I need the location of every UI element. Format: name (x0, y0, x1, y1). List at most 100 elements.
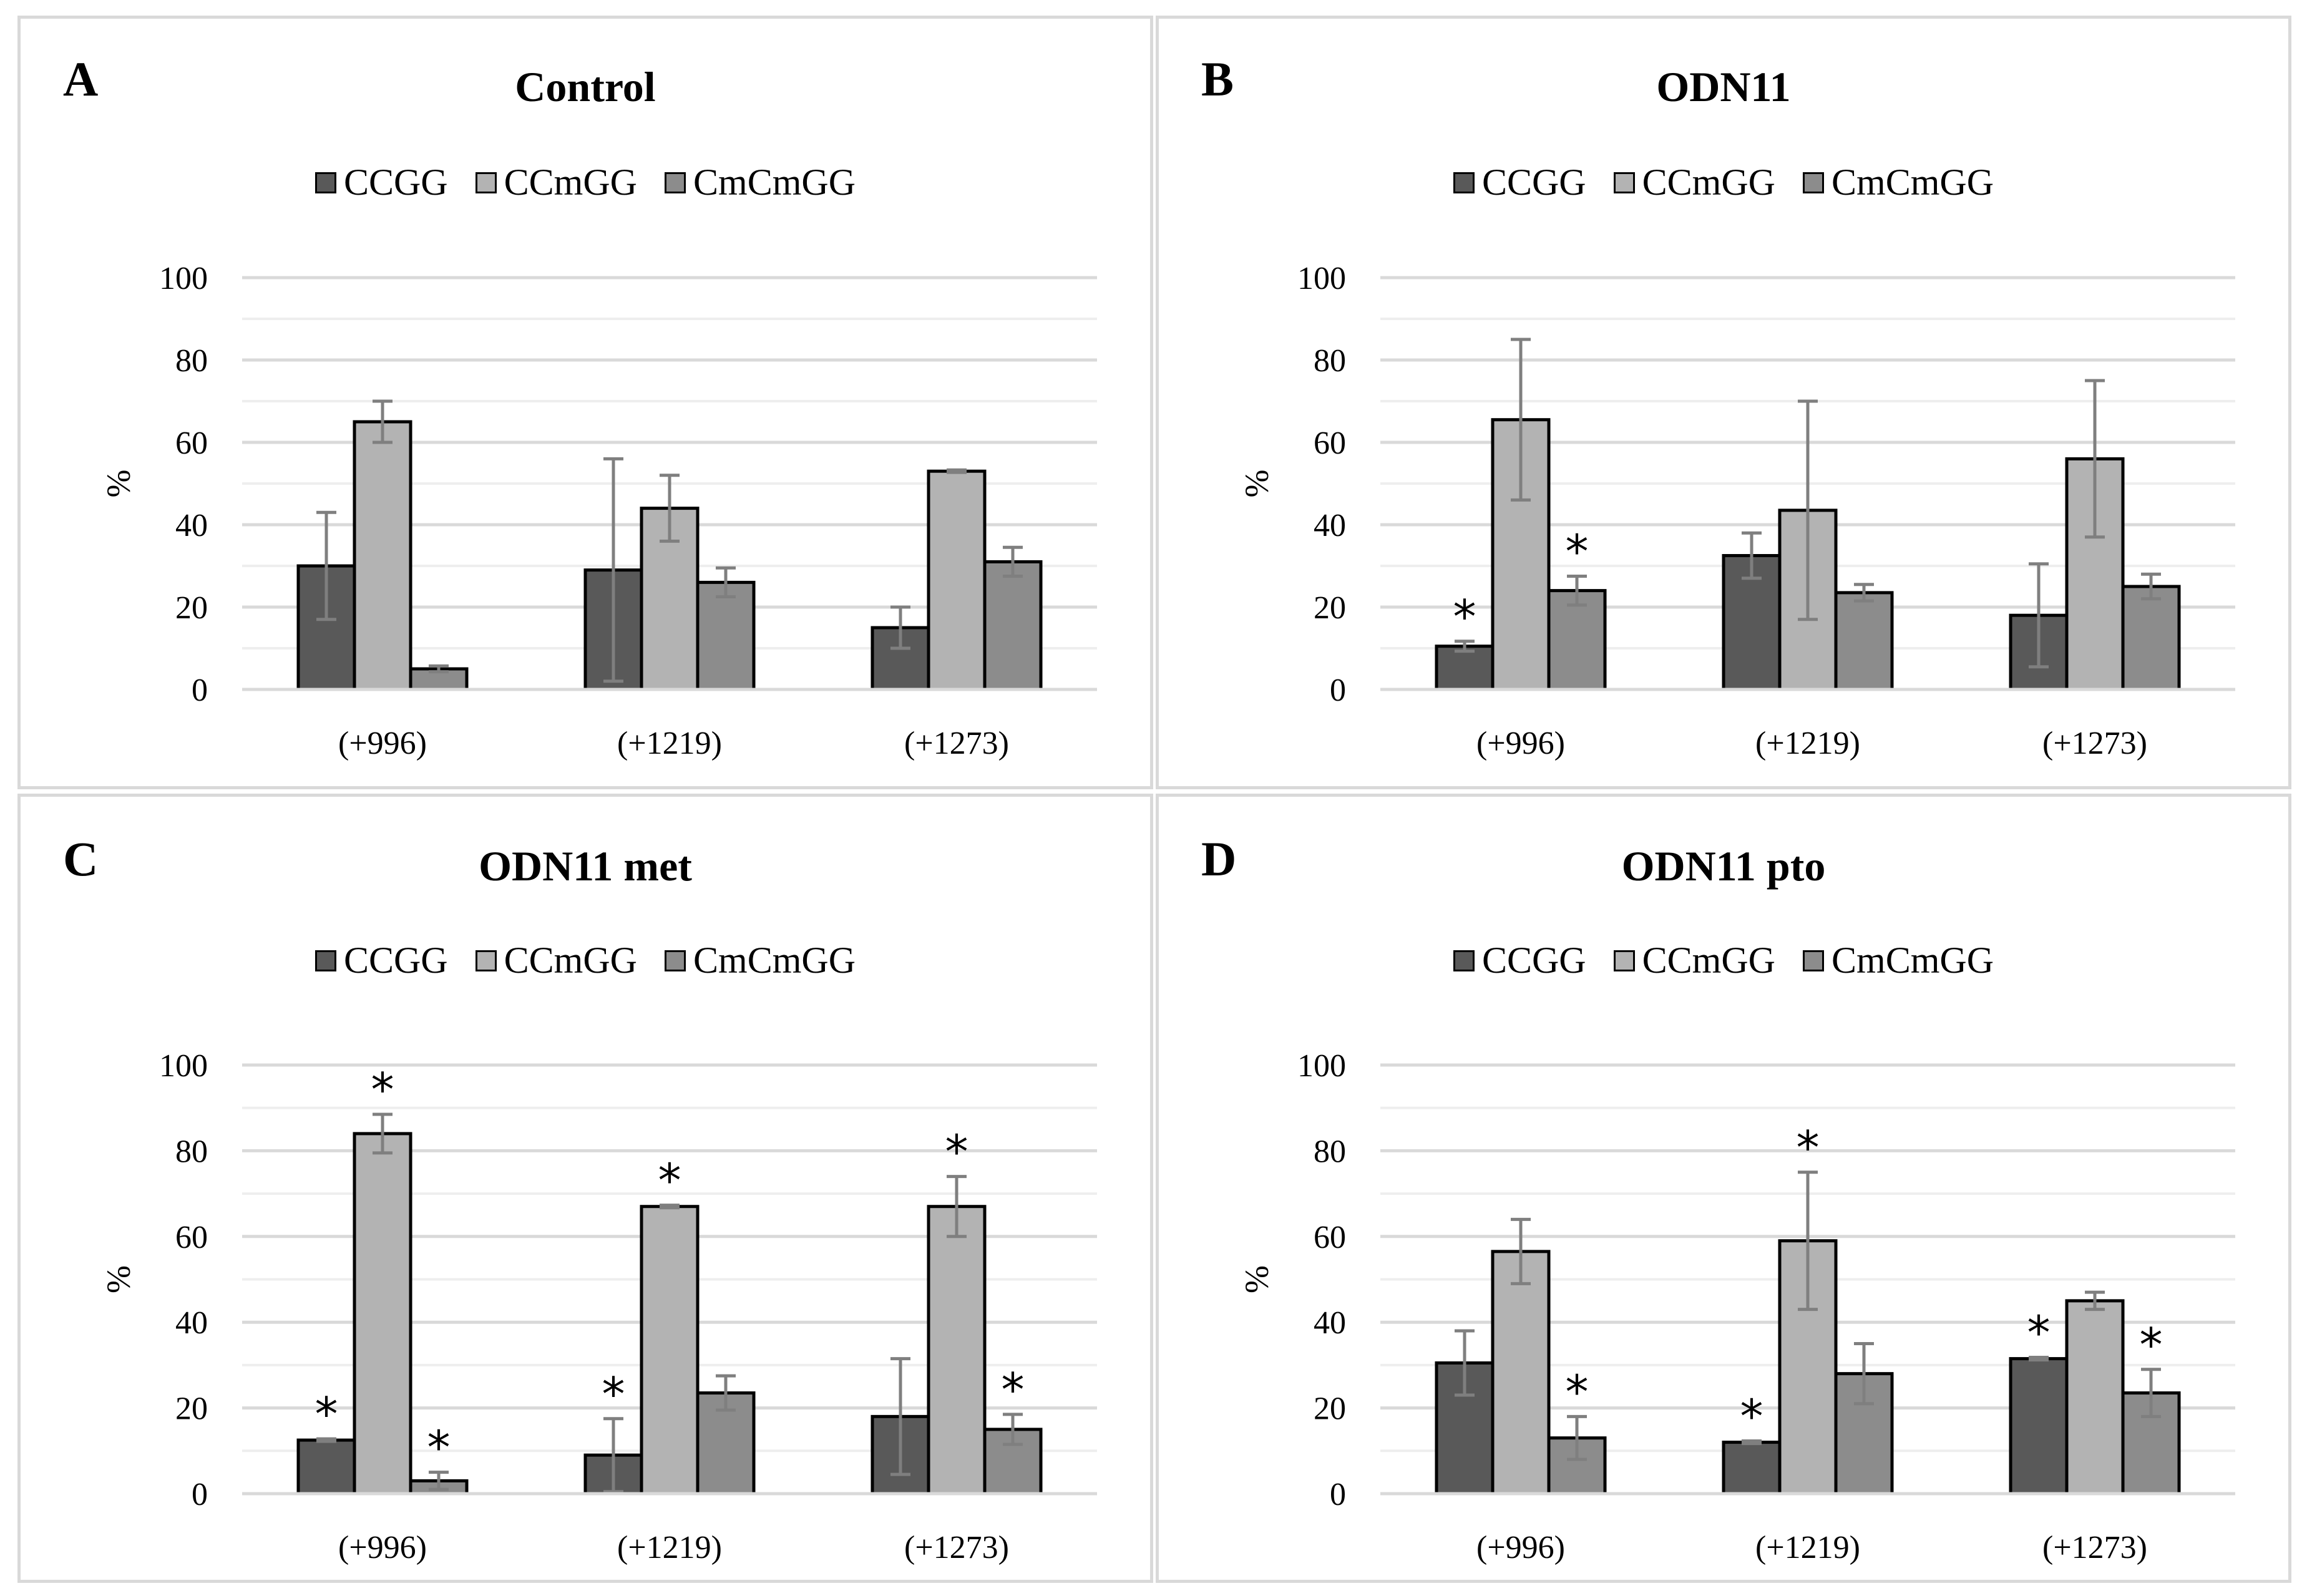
legend-label: CCmGG (1642, 940, 1776, 981)
panel-d: D ODN11 pto CCGG CCmGG CmCmGG 0 20 40 60 80 1… (1156, 794, 2291, 1583)
y-tick-label: 100 (1297, 261, 1346, 296)
significance-star: * (1002, 1363, 1025, 1417)
legend-swatch (315, 950, 336, 971)
y-tick-label: 0 (192, 1477, 208, 1512)
legend-label: CCmGG (504, 162, 638, 203)
bar (2009, 1357, 2069, 1496)
legend-swatch (1803, 172, 1825, 193)
bar (983, 560, 1043, 691)
x-tick-label: (+1273) (904, 726, 1009, 761)
x-tick-label: (+1273) (2042, 726, 2147, 761)
chart-title: ODN11 met (479, 842, 692, 890)
significance-star: * (1797, 1121, 1820, 1175)
significance-star: * (2140, 1318, 2163, 1372)
legend-label: CmCmGG (693, 162, 856, 203)
bar-chart-plot: 0 20 40 60 80 100% (+996) (+1219) (+1273) * * (1238, 261, 2235, 761)
significance-star: * (658, 1154, 681, 1208)
bar (1722, 1441, 1782, 1496)
legend: CCGG CCmGG CmCmGG (1159, 161, 2288, 204)
bar (353, 1132, 412, 1496)
legend-swatch (665, 950, 686, 971)
y-axis-label: % (100, 1265, 137, 1293)
legend-label: CmCmGG (693, 940, 856, 981)
bar-chart-plot: 0 20 40 60 80 100% (+996) (+1219) (+1273) (100, 261, 1097, 761)
significance-star: * (315, 1388, 338, 1441)
y-axis-label: % (100, 470, 137, 498)
panel-c: C ODN11 met CCGG CCmGG CmCmGG 0 20 40 60 80 1… (17, 794, 1153, 1583)
legend-swatch (1453, 950, 1475, 971)
legend-label: CCmGG (1642, 162, 1776, 203)
y-tick-label: 60 (1314, 426, 1346, 461)
bar-chart-plot: 0 20 40 60 80 100% (+996) (+1219) (+1273) * * * * * * * (100, 1048, 1097, 1565)
legend-item-cmcmgg: CmCmGG (1803, 161, 1994, 204)
significance-star: * (427, 1421, 451, 1475)
y-tick-label: 40 (175, 1305, 208, 1341)
y-tick-label: 40 (175, 508, 208, 543)
significance-star: * (602, 1368, 625, 1421)
x-tick-label: (+1219) (1755, 726, 1860, 761)
legend-swatch (475, 950, 497, 971)
y-tick-label: 40 (1314, 508, 1346, 543)
x-tick-label: (+1219) (1755, 1530, 1860, 1565)
y-tick-label: 100 (159, 1048, 208, 1084)
significance-star: * (1566, 1365, 1589, 1419)
panel-label: C (63, 832, 99, 886)
y-axis-label: % (1238, 470, 1275, 498)
legend-swatch (315, 172, 336, 193)
chart-title: ODN11 pto (1621, 842, 1826, 890)
legend-swatch (1613, 172, 1635, 193)
bar (640, 1205, 700, 1496)
y-tick-label: 40 (1314, 1305, 1346, 1341)
legend-swatch (1803, 950, 1825, 971)
x-tick-label: (+1219) (617, 726, 722, 761)
legend-item-ccmgg: CCmGG (1613, 161, 1776, 204)
panel-label: B (1201, 52, 1234, 106)
legend-swatch (1453, 172, 1475, 193)
legend-swatch (1613, 950, 1635, 971)
x-tick-label: (+996) (1476, 1530, 1565, 1565)
chart-title: ODN11 (1656, 63, 1791, 110)
legend-label: CCGG (343, 940, 448, 981)
y-tick-label: 0 (1330, 673, 1346, 708)
bar (296, 1438, 356, 1496)
significance-star: * (945, 1126, 968, 1179)
bar (927, 469, 987, 691)
chart-title: Control (515, 63, 656, 110)
bar (1491, 1250, 1551, 1496)
y-tick-label: 100 (159, 261, 208, 296)
legend-label: CCGG (343, 162, 448, 203)
y-tick-label: 80 (1314, 1134, 1346, 1169)
bar (927, 1205, 987, 1496)
legend-item-ccgg: CCGG (315, 161, 448, 204)
significance-star: * (2027, 1306, 2051, 1360)
bar (1834, 591, 1894, 691)
x-tick-label: (+1273) (904, 1530, 1009, 1565)
significance-star: * (371, 1063, 394, 1117)
y-tick-label: 60 (1314, 1220, 1346, 1255)
panel-label: A (63, 52, 99, 106)
legend: CCGG CCmGG CmCmGG (1159, 939, 2288, 982)
legend-label: CmCmGG (1831, 162, 1994, 203)
y-tick-label: 80 (175, 343, 208, 379)
legend-label: CCGG (1481, 940, 1586, 981)
y-tick-label: 0 (192, 673, 208, 708)
panel-b: B ODN11 CCGG CCmGG CmCmGG 0 20 40 60 80 100% (… (1156, 16, 2291, 789)
bar (2065, 1299, 2125, 1496)
x-tick-label: (+1273) (2042, 1530, 2147, 1565)
panel-a: A Control CCGG CCmGG CmCmGG 0 20 40 60 80 100… (17, 16, 1153, 789)
y-tick-label: 80 (1314, 343, 1346, 379)
legend-swatch (665, 172, 686, 193)
y-tick-label: 60 (175, 1220, 208, 1255)
legend-item-ccmgg: CCmGG (475, 161, 638, 204)
y-tick-label: 0 (1330, 1477, 1346, 1512)
legend-item-ccgg: CCGG (1453, 939, 1586, 982)
significance-star: * (1453, 590, 1476, 644)
legend: CCGG CCmGG CmCmGG (21, 939, 1150, 982)
legend-item-ccgg: CCGG (315, 939, 448, 982)
y-tick-label: 20 (1314, 590, 1346, 626)
legend-swatch (475, 172, 497, 193)
legend: CCGG CCmGG CmCmGG (21, 161, 1150, 204)
y-tick-label: 20 (175, 590, 208, 626)
bar (353, 420, 412, 691)
legend-item-ccmgg: CCmGG (1613, 939, 1776, 982)
